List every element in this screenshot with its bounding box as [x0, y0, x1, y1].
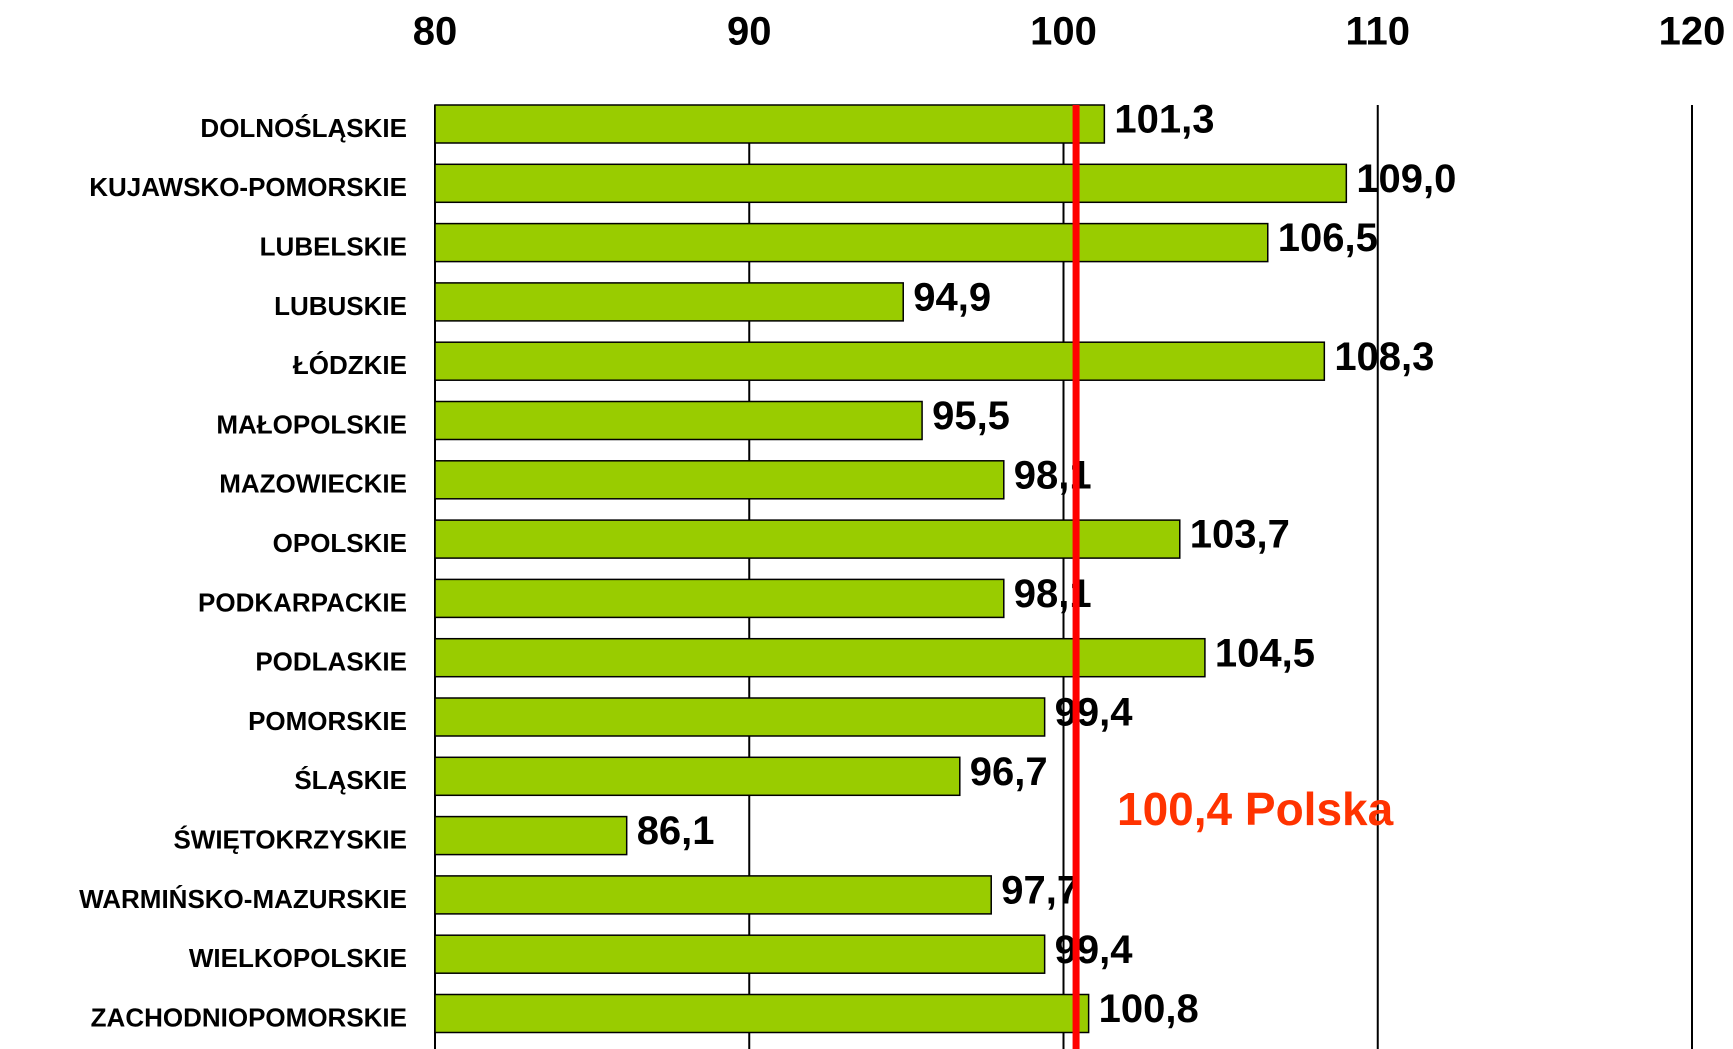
bar — [434, 282, 904, 322]
bar — [434, 104, 1106, 144]
y-tick-label: ZACHODNIOPOMORSKIE — [91, 1002, 407, 1032]
y-tick-label: PODKARPACKIE — [198, 587, 407, 617]
data-label: 94,9 — [913, 275, 991, 319]
y-tick-label: ŁÓDZKIE — [293, 350, 407, 380]
data-label: 99,4 — [1055, 691, 1134, 735]
data-label: 86,1 — [637, 809, 715, 853]
y-tick-label: ŚLĄSKIE — [294, 765, 407, 795]
y-tick-label: LUBUSKIE — [274, 291, 407, 321]
data-label: 98,1 — [1014, 572, 1092, 616]
y-tick-label: LUBELSKIE — [260, 231, 407, 261]
bar — [434, 815, 628, 856]
bar — [434, 400, 923, 441]
data-label: 101,3 — [1114, 98, 1214, 142]
y-tick-label: WARMIŃSKO-MAZURSKIE — [79, 884, 407, 914]
bar — [434, 163, 1348, 204]
data-label: 95,5 — [932, 394, 1010, 438]
x-tick-label: 90 — [727, 10, 772, 54]
bar — [434, 697, 1046, 737]
bar — [434, 934, 1046, 974]
y-tick-label: POMORSKIE — [248, 706, 407, 736]
y-tick-label: ŚWIĘTOKRZYSKIE — [173, 824, 407, 854]
data-label: 98,1 — [1014, 453, 1092, 497]
bar — [434, 993, 1090, 1034]
data-label: 104,5 — [1215, 631, 1315, 675]
y-tick-label: PODLASKIE — [255, 647, 407, 677]
data-label: 106,5 — [1278, 216, 1378, 260]
data-label: 100,8 — [1099, 987, 1199, 1031]
x-tick-label: 100 — [1030, 10, 1097, 54]
reference-label: 100,4 Polska — [1117, 783, 1394, 835]
bar — [434, 578, 1005, 619]
data-label: 97,7 — [1001, 868, 1079, 912]
bar — [434, 341, 1326, 381]
data-label: 96,7 — [970, 750, 1048, 794]
x-tick-label: 110 — [1345, 10, 1410, 54]
x-tick-label: 120 — [1659, 10, 1726, 54]
bar — [434, 637, 1206, 678]
y-tick-label: DOLNOŚLĄSKIE — [200, 113, 407, 143]
y-tick-label: KUJAWSKO-POMORSKIE — [89, 172, 407, 202]
bar — [434, 460, 1005, 500]
data-label: 103,7 — [1190, 513, 1290, 557]
bar — [434, 756, 961, 797]
data-label: 109,0 — [1356, 157, 1456, 201]
bar — [434, 875, 992, 915]
y-tick-label: MAZOWIECKIE — [219, 469, 407, 499]
y-tick-label: MAŁOPOLSKIE — [216, 409, 407, 439]
data-label: 99,4 — [1055, 928, 1134, 972]
y-tick-label: OPOLSKIE — [273, 528, 407, 558]
x-tick-label: 80 — [413, 10, 458, 54]
bar — [434, 222, 1269, 263]
y-tick-label: WIELKOPOLSKIE — [189, 943, 407, 973]
data-label: 108,3 — [1334, 335, 1434, 379]
bar — [434, 519, 1181, 559]
